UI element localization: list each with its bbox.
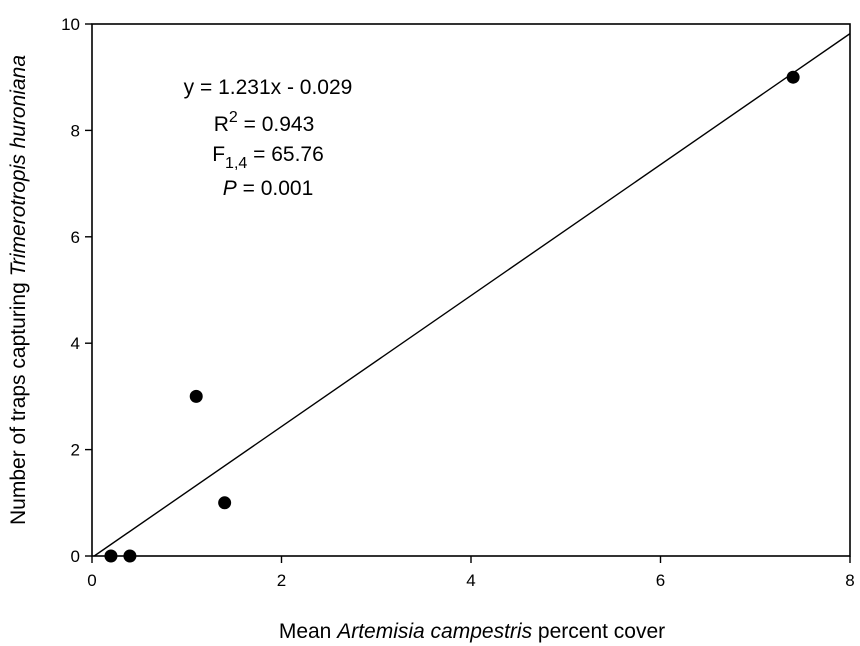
x-axis-title-prefix: Mean [279,620,337,643]
r-squared-superscript: 2 [229,109,238,126]
x-tick-label: 4 [466,571,475,590]
f-statistic-value: = 65.76 [247,143,323,166]
r-squared-annotation: R2 = 0.943 [214,109,315,136]
plot-frame [91,23,851,557]
data-point [218,496,232,510]
ticks: 0 2 4 6 8 0 2 4 6 8 10 [61,15,855,590]
data-point [123,549,137,563]
x-tick-label: 6 [656,571,665,590]
y-tick-label: 4 [71,334,80,353]
data-points [104,70,800,563]
r-squared-value: = 0.943 [238,113,314,136]
y-tick-label: 10 [61,15,80,34]
y-tick-label: 6 [71,228,80,247]
data-point [104,549,118,563]
x-axis-title: Mean Artemisia campestris percent cover [279,620,665,643]
f-statistic-annotation: F1,4 = 65.76 [212,143,324,172]
y-axis-title: Number of traps capturing Trimerotropis … [7,55,30,525]
p-value-value: = 0.001 [237,177,313,200]
f-statistic-subscript: 1,4 [225,155,247,172]
r-squared-base: R [214,113,229,136]
data-point [786,70,800,84]
p-value-annotation: P = 0.001 [223,177,314,200]
f-statistic-base: F [212,143,225,166]
p-value-base: P [223,177,237,200]
axes [91,23,851,557]
x-tick-label: 0 [87,571,96,590]
regression-line-group [93,33,851,557]
y-axis-title-species: Trimerotropis huroniana [7,55,30,276]
y-tick-label: 8 [71,121,80,140]
y-axis-title-prefix: Number of traps capturing [7,276,30,525]
data-point [189,389,203,403]
equation-annotation: y = 1.231x - 0.029 [184,76,353,99]
regression-line [93,33,851,557]
x-axis-title-species: Artemisia campestris [335,620,532,643]
y-tick-label: 2 [71,441,80,460]
x-tick-label: 2 [277,571,286,590]
y-tick-label: 0 [71,547,80,566]
x-tick-label: 8 [845,571,854,590]
x-axis-title-suffix: percent cover [532,620,665,643]
